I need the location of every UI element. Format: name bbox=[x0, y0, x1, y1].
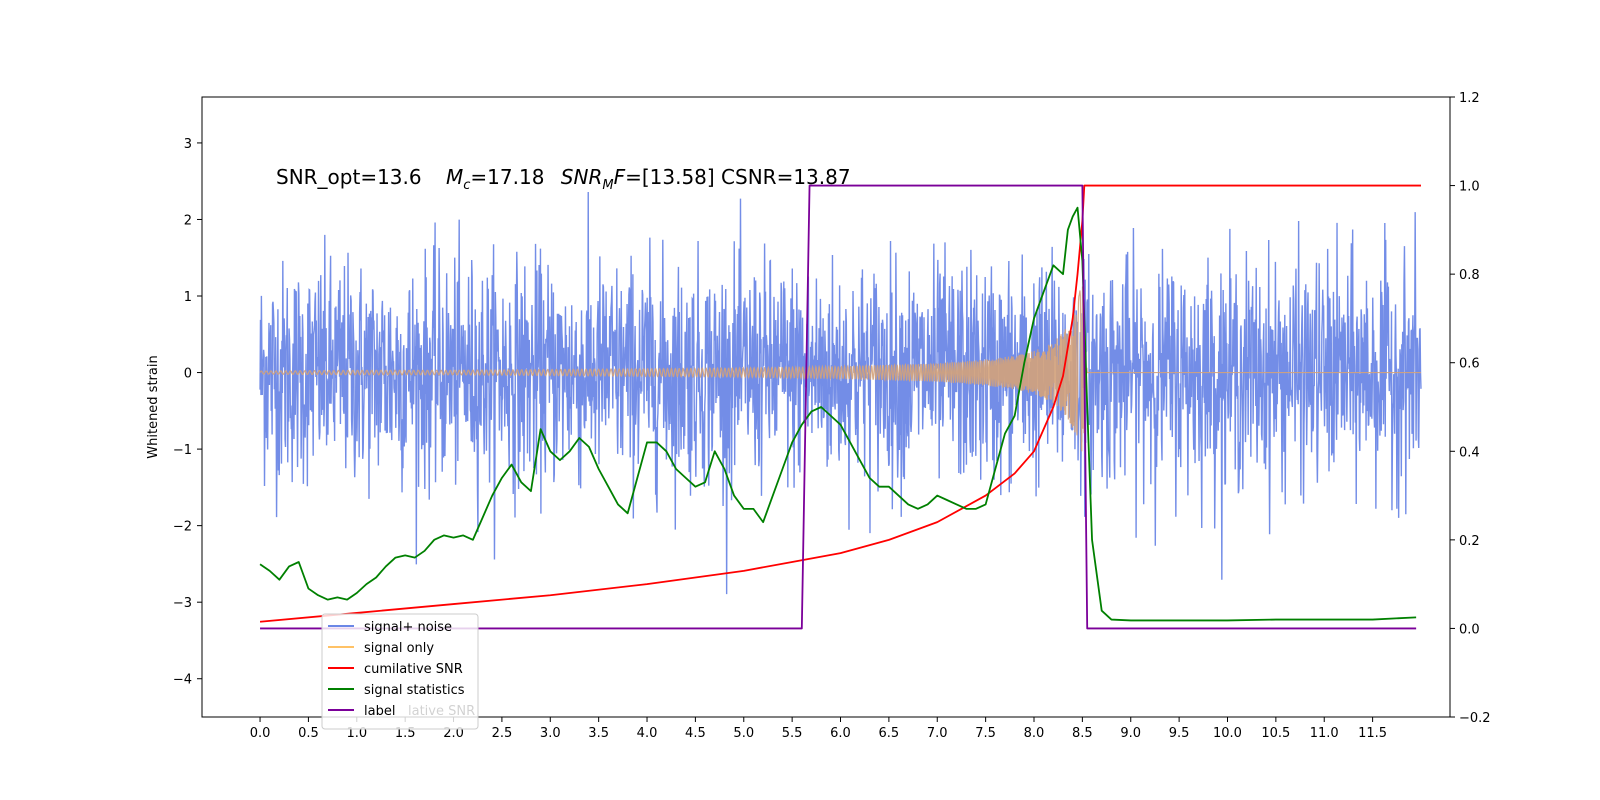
x-tick-label: 7.5 bbox=[975, 726, 996, 741]
x-tick-label: 10.0 bbox=[1213, 726, 1242, 741]
x-tick-label: 0.0 bbox=[250, 726, 271, 741]
plot-frame bbox=[201, 96, 1451, 718]
series-signal-noise-line bbox=[259, 192, 1422, 595]
y-right-tick-label: 0.2 bbox=[1459, 534, 1480, 549]
y-axis-label: Whitened strain bbox=[146, 355, 161, 458]
plot-area bbox=[259, 184, 1422, 630]
annotation-snrmf-value: =[13.58] CSNR=13.87 bbox=[625, 165, 851, 189]
y-right-tick-label: 0.8 bbox=[1459, 268, 1480, 283]
x-tick-label: 2.0 bbox=[443, 726, 464, 741]
x-tick-label: 9.5 bbox=[1169, 726, 1190, 741]
y-tick-label: −3 bbox=[173, 596, 192, 611]
y-tick-label: −1 bbox=[173, 443, 192, 458]
legend-label: label bbox=[364, 704, 395, 719]
x-tick-label: 6.0 bbox=[830, 726, 851, 741]
annotation-mc-symbol: M bbox=[446, 165, 463, 189]
annotation-snr-opt: SNR_opt=13.6 bbox=[276, 165, 422, 189]
y-tick-label: 0 bbox=[184, 367, 192, 382]
y-right-tick-label: 1.0 bbox=[1459, 180, 1480, 195]
x-tick-label: 3.5 bbox=[588, 726, 609, 741]
annotation-snrmf-symbol: SNR bbox=[561, 165, 603, 189]
x-tick-label: 1.0 bbox=[346, 726, 367, 741]
legend-label: signal+ noise bbox=[364, 620, 452, 635]
annotation-snrmf-subscript: M bbox=[602, 178, 613, 193]
series-signal-only-line bbox=[259, 286, 1421, 452]
legend-box bbox=[321, 613, 479, 730]
x-tick-label: 9.0 bbox=[1120, 726, 1141, 741]
y-right-tick-label: 0.4 bbox=[1459, 445, 1480, 460]
x-tick-label: 4.0 bbox=[637, 726, 658, 741]
x-tick-label: 5.5 bbox=[782, 726, 803, 741]
y-axis-left: 3 2 1 0 −1 −2 −3 −4 bbox=[173, 137, 202, 688]
x-tick-label: 0.5 bbox=[298, 726, 319, 741]
y-right-tick-label: 0.6 bbox=[1459, 357, 1480, 372]
x-tick-label: 2.5 bbox=[492, 726, 513, 741]
series-label-line bbox=[260, 184, 1417, 630]
legend: signal+ noise signal only cumilative SNR si… bbox=[321, 613, 479, 730]
annotation-snrmf-f: F bbox=[614, 165, 626, 189]
x-tick-label: 4.5 bbox=[685, 726, 706, 741]
x-tick-label: 3.0 bbox=[540, 726, 561, 741]
annotation-mc-value: =17.18 bbox=[470, 165, 544, 189]
y-right-tick-label: −0.2 bbox=[1459, 711, 1491, 726]
series-cumulative-snr-line bbox=[259, 184, 1421, 623]
legend-ghost-text: lative SNR bbox=[408, 704, 475, 719]
y-axis-right: 1.2 1.0 0.8 0.6 0.4 0.2 0.0 −0.2 bbox=[1450, 91, 1491, 726]
x-tick-label: 7.0 bbox=[927, 726, 948, 741]
y-tick-label: −2 bbox=[173, 520, 192, 535]
y-tick-label: 2 bbox=[184, 213, 192, 228]
y-tick-label: 1 bbox=[184, 290, 192, 305]
y-right-tick-label: 0.0 bbox=[1459, 622, 1480, 637]
x-tick-label: 11.5 bbox=[1358, 726, 1387, 741]
y-tick-label: −4 bbox=[173, 673, 192, 688]
y-right-tick-label: 1.2 bbox=[1459, 91, 1480, 106]
x-tick-label: 1.5 bbox=[395, 726, 416, 741]
x-axis: 0.0 0.5 1.0 1.5 2.0 2.5 3.0 3.5 4.0 4.5 5.0 5.5 6.0 6… bbox=[250, 717, 1387, 741]
x-tick-label: 6.5 bbox=[879, 726, 900, 741]
series-signal-statistics-line bbox=[259, 206, 1417, 622]
x-tick-label: 10.5 bbox=[1261, 726, 1290, 741]
y-tick-label: 3 bbox=[184, 137, 192, 152]
x-tick-label: 11.0 bbox=[1310, 726, 1339, 741]
x-tick-label: 8.5 bbox=[1072, 726, 1093, 741]
annotation-mc-subscript: c bbox=[463, 178, 470, 193]
legend-label: signal only bbox=[364, 641, 434, 656]
x-tick-label: 8.0 bbox=[1024, 726, 1045, 741]
legend-label: signal statistics bbox=[364, 683, 465, 698]
x-tick-label: 5.0 bbox=[733, 726, 754, 741]
legend-label: cumilative SNR bbox=[364, 662, 463, 677]
annotation-text: SNR_opt=13.6 Mc=17.18 SNRMF=[13.58] CSNR… bbox=[276, 165, 851, 193]
